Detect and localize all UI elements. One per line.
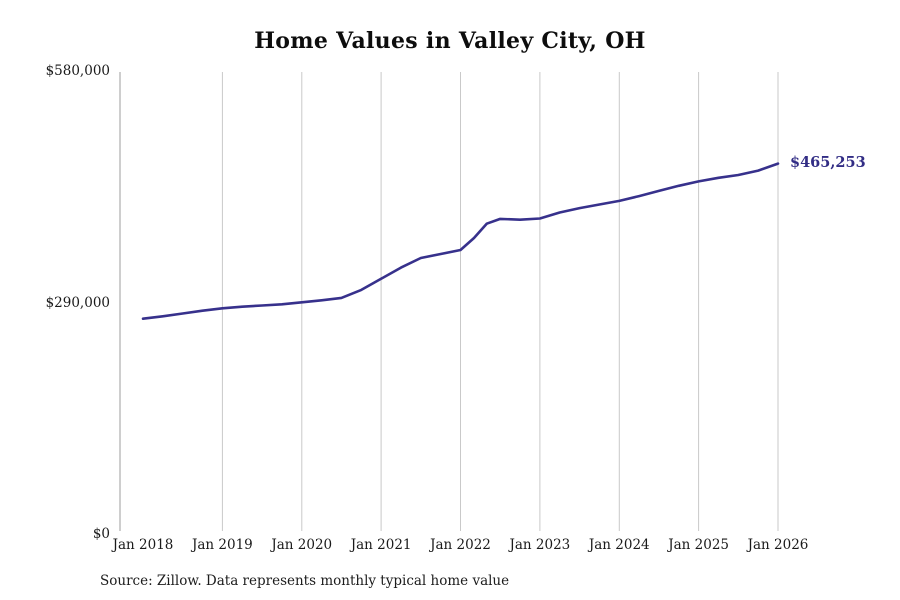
- x-tick-label: Jan 2020: [271, 537, 333, 553]
- x-tick-label: Jan 2026: [747, 537, 809, 553]
- y-tick-label: $0: [92, 526, 110, 542]
- end-value-label: $465,253: [790, 153, 866, 171]
- y-tick-label: $290,000: [45, 294, 110, 311]
- x-tick-label: Jan 2023: [509, 537, 571, 553]
- x-tick-label: Jan 2024: [588, 537, 650, 553]
- chart-title: Home Values in Valley City, OH: [254, 28, 646, 54]
- source-note: Source: Zillow. Data represents monthly …: [100, 573, 510, 589]
- y-tick-label: $580,000: [45, 63, 110, 79]
- x-tick-label: Jan 2025: [668, 537, 730, 553]
- x-tick-label: Jan 2021: [350, 537, 412, 553]
- x-tick-label: Jan 2019: [191, 537, 253, 553]
- x-tick-label: Jan 2018: [112, 537, 174, 553]
- home-value-line: [141, 162, 780, 320]
- x-tick-label: Jan 2022: [430, 537, 491, 553]
